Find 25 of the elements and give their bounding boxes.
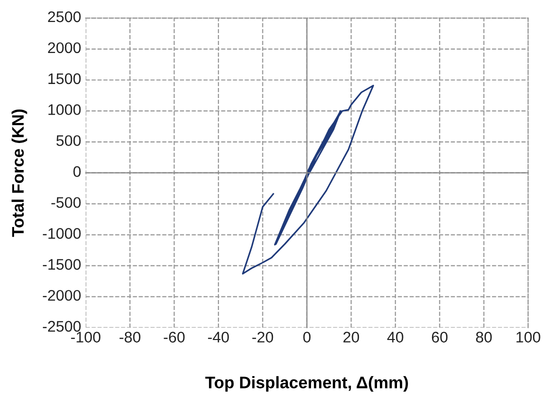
y-tick-label: 500	[56, 135, 81, 146]
y-tick-label: 2000	[48, 42, 81, 54]
x-tick-label: 100	[516, 332, 540, 343]
y-tick-label: -500	[51, 197, 81, 208]
x-tick-label: 20	[343, 332, 360, 343]
x-tick-label: 40	[387, 332, 404, 343]
x-tick-label: -100	[71, 332, 100, 343]
y-tick-label: -2500	[42, 320, 81, 332]
y-tick-label: 0	[73, 166, 81, 177]
y-tick-label: -1500	[42, 259, 81, 270]
x-axis-title: Top Displacement, Δ(mm)	[205, 376, 408, 392]
y-tick-label: -2000	[42, 290, 81, 301]
x-tick-label: 60	[432, 332, 448, 343]
line-series	[242, 84, 374, 275]
x-tick-label: 0	[303, 332, 311, 343]
y-axis-title: Total Force (KN)	[12, 109, 28, 237]
y-tick-label: -1000	[42, 228, 81, 239]
x-tick-label: -40	[208, 332, 229, 343]
x-tick-label: 80	[476, 332, 492, 343]
y-tick-label: 1000	[48, 104, 81, 116]
y-tick-label: 2500	[48, 11, 81, 22]
x-tick-label: -80	[120, 332, 140, 343]
x-tick-label: -20	[252, 332, 274, 343]
y-tick-label: 1500	[48, 73, 81, 84]
x-tick-label: -60	[164, 332, 185, 343]
